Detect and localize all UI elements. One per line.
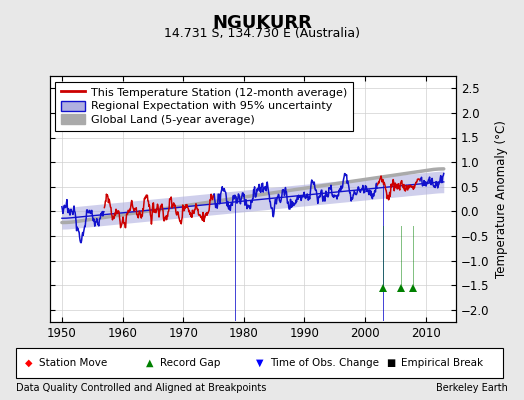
- Text: Berkeley Earth: Berkeley Earth: [436, 383, 508, 393]
- Y-axis label: Temperature Anomaly (°C): Temperature Anomaly (°C): [495, 120, 508, 278]
- Text: Record Gap: Record Gap: [160, 358, 220, 368]
- Text: Data Quality Controlled and Aligned at Breakpoints: Data Quality Controlled and Aligned at B…: [16, 383, 266, 393]
- Text: Station Move: Station Move: [39, 358, 107, 368]
- Text: ■: ■: [386, 358, 395, 368]
- Text: ▲: ▲: [146, 358, 153, 368]
- Text: Empirical Break: Empirical Break: [401, 358, 483, 368]
- Text: ▼: ▼: [256, 358, 263, 368]
- Text: 14.731 S, 134.730 E (Australia): 14.731 S, 134.730 E (Australia): [164, 27, 360, 40]
- Text: ◆: ◆: [25, 358, 32, 368]
- Legend: This Temperature Station (12-month average), Regional Expectation with 95% uncer: This Temperature Station (12-month avera…: [56, 82, 353, 130]
- Text: Time of Obs. Change: Time of Obs. Change: [270, 358, 379, 368]
- Text: NGUKURR: NGUKURR: [212, 14, 312, 32]
